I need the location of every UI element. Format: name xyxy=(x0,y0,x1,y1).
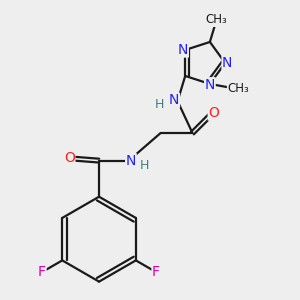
Text: N: N xyxy=(178,43,188,57)
Text: N: N xyxy=(205,78,215,92)
Text: CH₃: CH₃ xyxy=(227,82,249,95)
Text: N: N xyxy=(126,154,136,168)
Text: H: H xyxy=(140,159,150,172)
Text: F: F xyxy=(152,265,160,279)
Text: CH₃: CH₃ xyxy=(206,14,227,26)
Text: F: F xyxy=(38,265,46,279)
Text: O: O xyxy=(64,152,75,166)
Text: H: H xyxy=(155,98,164,111)
Text: O: O xyxy=(208,106,219,120)
Text: N: N xyxy=(169,93,179,107)
Text: N: N xyxy=(222,56,232,70)
